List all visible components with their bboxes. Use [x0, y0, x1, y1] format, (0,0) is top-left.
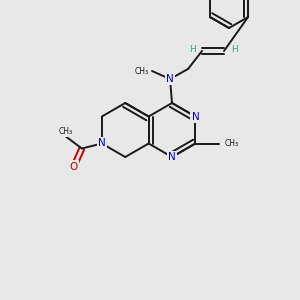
Text: O: O — [70, 161, 78, 172]
Text: N: N — [166, 74, 174, 84]
Text: H: H — [231, 44, 237, 53]
Text: N: N — [168, 152, 176, 162]
Text: N: N — [98, 139, 106, 148]
Text: N: N — [191, 112, 199, 122]
Text: CH₃: CH₃ — [59, 127, 73, 136]
Text: H: H — [189, 44, 195, 53]
Text: CH₃: CH₃ — [135, 67, 149, 76]
Text: CH₃: CH₃ — [224, 139, 239, 148]
